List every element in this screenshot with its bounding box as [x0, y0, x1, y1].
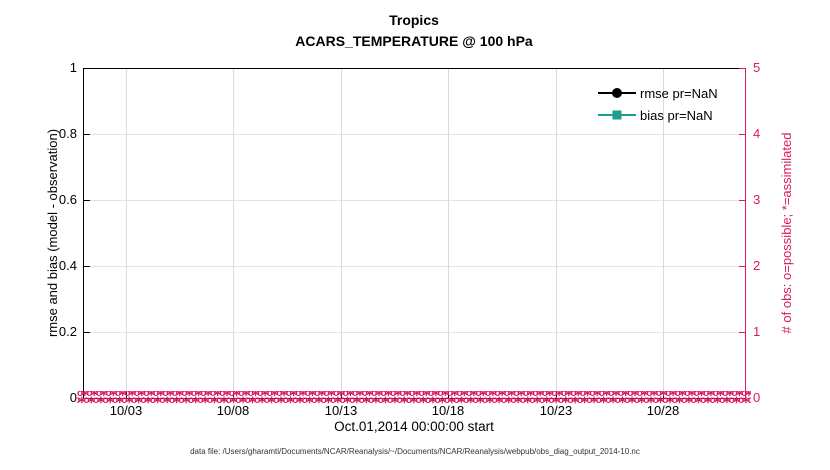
y-left-tick-label: 0.2 [58, 324, 77, 339]
plot-border-left [83, 68, 84, 399]
vertical-gridline [448, 69, 449, 398]
obs-marker-row: o∗o∗o∗o∗o∗o∗o∗o∗o∗o∗o∗o∗o∗o∗o∗o∗o∗o∗o∗o∗… [77, 394, 751, 404]
x-tick-label: 10/28 [646, 403, 680, 418]
y-right-tick [739, 134, 745, 135]
circle-marker-icon [612, 88, 622, 98]
chart-title: Tropics [389, 12, 439, 28]
legend-label-bias: bias pr=NaN [640, 107, 713, 123]
x-axis-label: Oct.01,2014 00:00:00 start [334, 419, 494, 434]
x-tick [233, 392, 234, 398]
y-right-tick-label: 4 [753, 126, 761, 141]
y-right-tick [739, 200, 745, 201]
y-axis-label-left: rmse and bias (model - observation) [45, 128, 60, 338]
legend-item-rmse: rmse pr=NaN [598, 82, 748, 104]
horizontal-gridline [84, 134, 745, 135]
chart-title-block: Tropics ACARS_TEMPERATURE @ 100 hPa [83, 10, 745, 52]
plot-border-bottom [83, 398, 746, 399]
horizontal-gridline [84, 266, 745, 267]
y-left-tick [84, 266, 90, 267]
x-tick [663, 392, 664, 398]
y-right-tick [739, 332, 745, 333]
y-left-tick-label: 0.4 [58, 258, 77, 273]
y-left-tick-label: 0 [69, 390, 77, 405]
data-file-caption: data file: /Users/gharamti/Documents/NCA… [190, 447, 640, 456]
chart-subtitle: ACARS_TEMPERATURE @ 100 hPa [295, 33, 533, 49]
square-marker-icon [612, 110, 622, 120]
plot-border-right [745, 68, 746, 399]
x-tick [126, 392, 127, 398]
x-tick-label: 10/03 [109, 403, 143, 418]
x-tick-label: 10/08 [216, 403, 250, 418]
legend-line-bias [598, 110, 636, 120]
y-right-tick-label: 5 [753, 60, 761, 75]
y-right-tick-label: 2 [753, 258, 761, 273]
y-left-tick [84, 68, 90, 69]
y-right-tick [739, 266, 745, 267]
y-left-tick-label: 1 [69, 60, 77, 75]
x-tick-label: 10/23 [539, 403, 573, 418]
legend-item-bias: bias pr=NaN [598, 104, 748, 126]
y-left-tick [84, 200, 90, 201]
horizontal-gridline [84, 332, 745, 333]
y-left-tick-label: 0.6 [58, 192, 77, 207]
y-axis-label-right: # of obs: o=possible; *=assimilated [779, 132, 794, 334]
y-left-tick [84, 134, 90, 135]
y-left-tick [84, 398, 90, 399]
vertical-gridline [663, 69, 664, 398]
vertical-gridline [233, 69, 234, 398]
x-tick [341, 392, 342, 398]
legend-line-rmse [598, 88, 636, 98]
y-right-tick-label: 3 [753, 192, 761, 207]
obs-marker-row: o∗o∗o∗o∗o∗o∗o∗o∗o∗o∗o∗o∗o∗o∗o∗o∗o∗o∗o∗o∗… [77, 391, 751, 399]
x-tick-label: 10/13 [324, 403, 358, 418]
x-tick [556, 392, 557, 398]
horizontal-gridline [84, 200, 745, 201]
vertical-gridline [126, 69, 127, 398]
vertical-gridline [341, 69, 342, 398]
y-left-tick [84, 332, 90, 333]
y-left-tick-label: 0.8 [58, 126, 77, 141]
y-right-tick-label: 1 [753, 324, 761, 339]
legend-label-rmse: rmse pr=NaN [640, 85, 718, 101]
y-right-tick [739, 398, 745, 399]
obs-count-marker-band: o∗o∗o∗o∗o∗o∗o∗o∗o∗o∗o∗o∗o∗o∗o∗o∗o∗o∗o∗o∗… [77, 391, 751, 404]
y-right-tick [739, 68, 745, 69]
vertical-gridline [556, 69, 557, 398]
plot-border-top [83, 68, 746, 69]
x-tick [448, 392, 449, 398]
legend: rmse pr=NaN bias pr=NaN [598, 82, 748, 126]
x-tick-label: 10/18 [431, 403, 465, 418]
y-right-tick-label: 0 [753, 390, 761, 405]
